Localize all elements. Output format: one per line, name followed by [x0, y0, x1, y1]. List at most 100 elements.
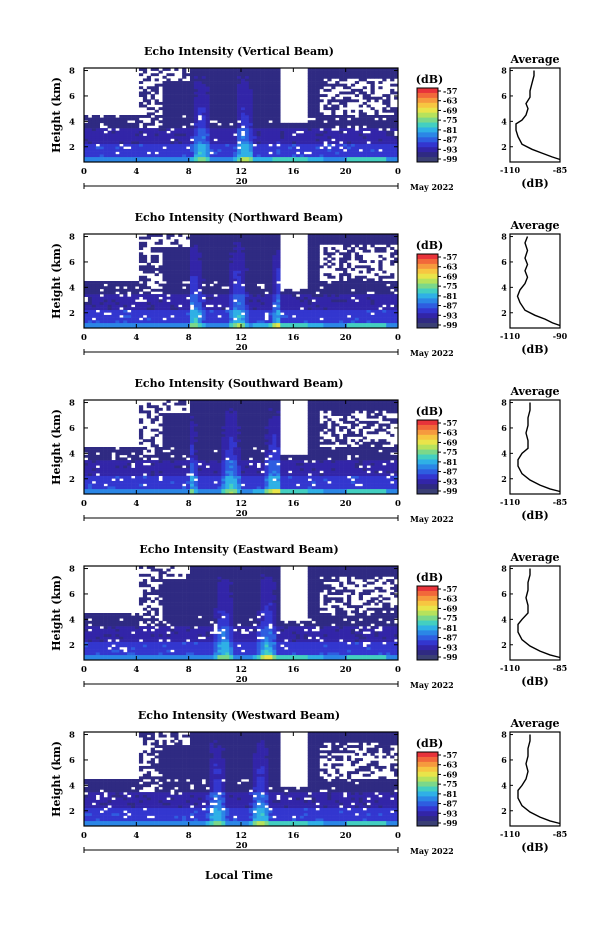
heat-cell	[260, 70, 265, 74]
heat-cell	[295, 320, 301, 324]
heat-cell	[209, 325, 214, 329]
heat-cell	[209, 252, 214, 256]
heat-cell	[374, 141, 379, 145]
heat-cell	[162, 325, 167, 329]
heat-cell	[248, 307, 254, 311]
heat-cell	[244, 299, 250, 303]
heat-cell	[319, 159, 324, 163]
heat-cell	[150, 138, 155, 142]
heat-cell	[182, 407, 187, 411]
heat-cell	[209, 273, 214, 277]
heat-cell	[366, 286, 371, 290]
heat-cell	[343, 234, 348, 237]
heat-cell	[299, 288, 305, 292]
heat-cell	[95, 475, 100, 479]
heat-cell	[209, 307, 214, 311]
heat-cell	[162, 283, 167, 287]
heat-cell	[209, 314, 214, 318]
heat-cell	[135, 309, 140, 313]
heat-cell	[95, 288, 100, 292]
heat-cell	[221, 270, 226, 274]
heat-cell	[84, 135, 89, 139]
heat-cell	[260, 117, 265, 121]
heat-cell	[350, 234, 356, 237]
heat-cell	[346, 138, 352, 142]
heat-cell	[311, 320, 316, 324]
heat-cell	[382, 312, 387, 316]
heat-cell	[178, 156, 183, 160]
heat-cell	[182, 143, 187, 147]
heat-cell	[123, 299, 128, 303]
heat-cell	[162, 91, 167, 95]
heat-cell	[178, 317, 183, 321]
heat-cell	[256, 133, 261, 137]
heat-cell	[292, 143, 297, 147]
heat-cell	[150, 309, 155, 313]
heat-cell	[229, 294, 234, 297]
heat-cell	[366, 294, 371, 297]
heat-cell	[366, 133, 371, 137]
heat-cell	[244, 120, 250, 124]
heat-cell	[323, 70, 328, 74]
heat-cell	[135, 138, 140, 142]
heat-cell	[91, 309, 97, 313]
heat-cell	[197, 294, 203, 297]
heat-cell	[221, 234, 226, 237]
heat-cell	[229, 101, 234, 105]
heat-cell	[339, 278, 344, 282]
heat-cell	[150, 128, 155, 131]
heat-cell	[315, 81, 320, 84]
heat-cell	[115, 281, 120, 284]
heat-cell	[307, 317, 312, 321]
heat-cell	[95, 312, 100, 316]
heat-cell	[319, 234, 324, 237]
heat-cell	[197, 83, 203, 87]
heat-cell	[358, 247, 363, 250]
heat-cell	[260, 151, 265, 155]
heat-cell	[229, 260, 234, 264]
heat-cell	[299, 309, 305, 313]
heat-cell	[268, 128, 273, 131]
heat-cell	[162, 94, 167, 98]
heat-cell	[319, 133, 324, 137]
heat-cell	[229, 138, 234, 142]
heat-cell	[166, 120, 171, 124]
heat-cell	[303, 133, 309, 137]
heat-cell	[205, 265, 210, 269]
heat-cell	[193, 325, 199, 329]
heat-cell	[123, 491, 128, 495]
heat-cell	[209, 278, 214, 282]
heat-cell	[225, 99, 230, 103]
heat-cell	[233, 73, 238, 77]
heat-cell	[142, 135, 148, 139]
heat-cell	[323, 314, 328, 318]
heat-cell	[99, 454, 104, 458]
heat-cell	[205, 260, 210, 264]
heat-cell	[154, 91, 159, 95]
heat-cell	[327, 320, 332, 324]
heat-cell	[107, 283, 112, 287]
heat-cell	[339, 304, 344, 308]
heat-cell	[382, 307, 387, 311]
heat-cell	[123, 314, 128, 318]
heat-cell	[335, 325, 340, 329]
heat-cell	[343, 314, 348, 318]
heat-cell	[131, 146, 136, 150]
heat-cell	[174, 270, 179, 274]
heat-cell	[386, 299, 391, 303]
heat-cell	[331, 148, 336, 152]
heat-cell	[131, 322, 136, 326]
heat-cell	[182, 470, 187, 474]
heat-cell	[354, 81, 360, 84]
heat-cell	[394, 143, 399, 147]
heat-cell	[350, 130, 356, 134]
heat-cell	[84, 454, 89, 458]
heat-cell	[248, 275, 254, 279]
heat-cell	[386, 101, 391, 105]
heat-cell	[307, 294, 312, 297]
heat-cell	[229, 247, 234, 250]
y-tick-label: 8	[69, 67, 75, 77]
heat-cell	[315, 275, 320, 279]
heat-cell	[256, 73, 261, 77]
heat-cell	[111, 483, 116, 487]
